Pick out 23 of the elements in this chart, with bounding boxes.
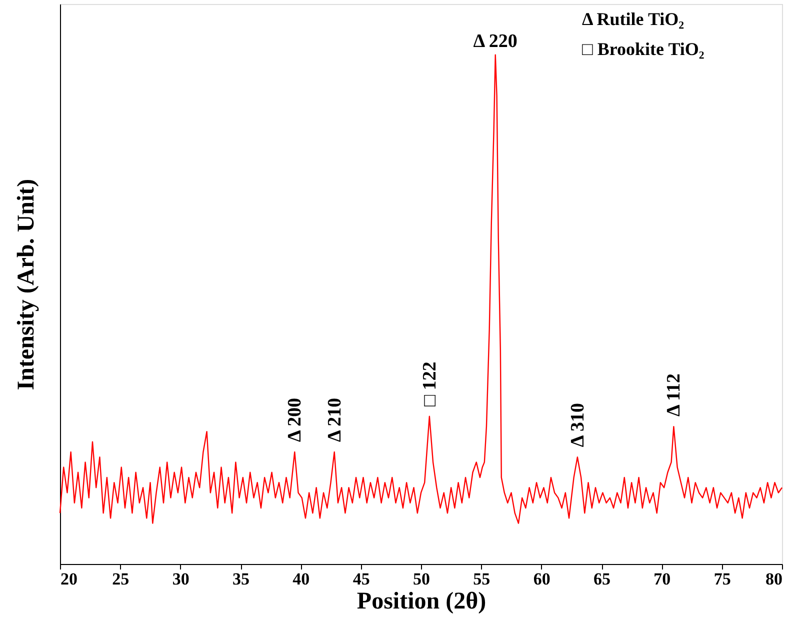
x-tick-label: 45: [352, 570, 370, 588]
y-axis-title: Intensity (Arb. Unit): [14, 178, 40, 390]
annotation: Δ 112: [664, 373, 685, 417]
annotation: Δ 210: [324, 398, 346, 442]
x-axis-title: Position (2θ): [356, 588, 486, 614]
annotation: Δ 200: [284, 398, 306, 442]
x-tick-label: 35: [232, 570, 250, 588]
x-tick-label: 65: [594, 570, 610, 588]
annotation: □ 122: [419, 362, 440, 406]
x-tick-label: 25: [112, 570, 130, 588]
annotation: Δ 220: [473, 30, 518, 52]
x-tick-label: 30: [172, 570, 190, 588]
x-tick-label: 50: [413, 570, 430, 588]
x-tick-label: 70: [654, 570, 671, 588]
x-tick-label: 40: [292, 570, 310, 588]
x-tick-label: 75: [714, 570, 731, 588]
text: Δ Rutile TiO₂: [582, 9, 684, 29]
x-tick-label: 20: [60, 570, 78, 588]
x-tick-label: 60: [533, 570, 550, 588]
x-tick-label: 80: [766, 570, 782, 588]
annotation: Δ 310: [567, 402, 588, 448]
annotation: □ Brookite TiO₂: [582, 39, 704, 59]
x-tick-label: 55: [473, 570, 490, 588]
